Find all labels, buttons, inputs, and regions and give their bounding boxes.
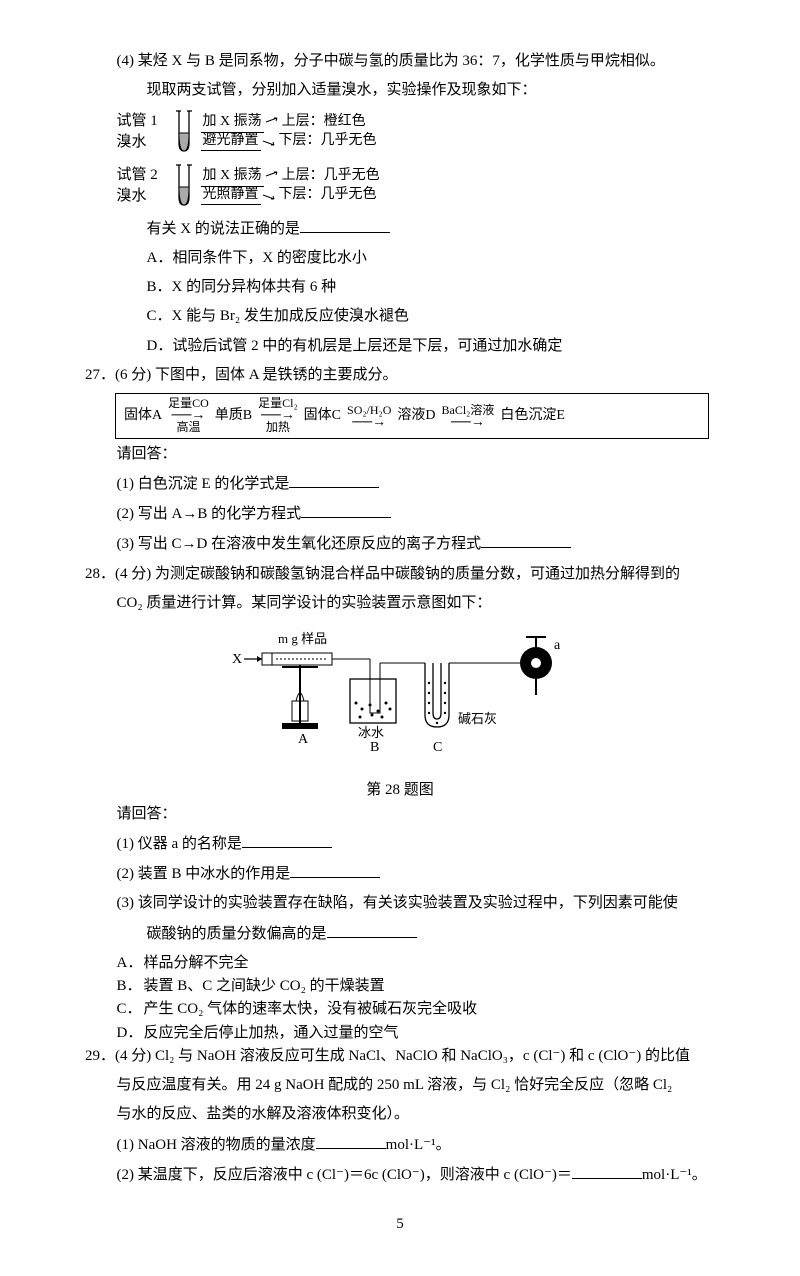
q26-tube1: 试管 1 溴水 加 X 振荡 上层：橙红色 避光静置 下层：几乎无色	[117, 109, 716, 209]
flow-node-E: 白色沉淀E	[498, 405, 567, 427]
tube2-label2: 溴水	[117, 186, 173, 207]
q28-header2: CO₂ 质量进行计算。某同学设计的实验装置示意图如下：	[85, 592, 715, 615]
q28-optA-text: 样品分解不完全	[144, 952, 249, 975]
q28-optB-text: 装置 B、C 之间缺少 CO₂ 的干燥装置	[144, 975, 385, 998]
fig-label-B: B	[370, 740, 379, 755]
q28-header1: 28．(4 分) 为测定碳酸钠和碳酸氢钠混合样品中碳酸钠的质量分数，可通过加热分…	[85, 563, 715, 586]
blank-field[interactable]	[572, 1163, 642, 1179]
q26-4-line2: 现取两支试管，分别加入适量溴水，实验操作及现象如下：	[85, 79, 715, 102]
flow-arrow-1: 足量CO──→高温	[164, 397, 213, 435]
tube1-label2: 溴水	[117, 132, 173, 153]
tube2-step2: 光照静置	[201, 186, 261, 206]
fig-label-C: C	[433, 740, 442, 755]
q26-4-ask: 有关 X 的说法正确的是	[85, 217, 715, 241]
q26-optB: B．X 的同分异构体共有 6 种	[85, 276, 715, 299]
flow-node-C: 固体C	[302, 405, 343, 427]
tube1-label1: 试管 1	[117, 111, 173, 132]
arrow-split-icon	[265, 170, 281, 182]
q28-optC-label: C．	[117, 998, 144, 1021]
q29-header3: 与水的反应、盐类的水解及溶液体积变化）。	[85, 1103, 715, 1126]
flow-node-B: 单质B	[213, 405, 254, 427]
test-tube-icon	[173, 109, 195, 155]
flow-arrow-3: SO₂/H₂O──→	[343, 404, 395, 428]
q28-optA-label: A．	[117, 952, 144, 975]
flow-arrow-4: BaCl₂溶液──→	[438, 404, 499, 428]
arrow-split-icon	[265, 116, 281, 128]
blank-field[interactable]	[300, 217, 390, 233]
q28-apparatus-figure: X m g 样品 A	[85, 623, 715, 771]
q26-4-line1: (4) 某烃 X 与 B 是同系物，分子中碳与氢的质量比为 36：7，化学性质与…	[85, 50, 715, 73]
arrow-split-icon	[262, 189, 278, 201]
tube2-out1: 上层：几乎无色	[282, 167, 380, 186]
blank-field[interactable]	[289, 472, 379, 488]
fig-label-X: X	[232, 652, 242, 667]
arrow-split-icon	[262, 135, 278, 147]
tube1-step1: 加 X 振荡	[201, 113, 264, 133]
fig-label-ice: 冰水	[358, 725, 384, 740]
tube1-out1: 上层：橙红色	[282, 113, 366, 132]
test-tube-icon	[173, 163, 195, 209]
q28-optD-label: D．	[117, 1022, 144, 1045]
q28-optD-text: 反应完全后停止加热，通入过量的空气	[144, 1022, 399, 1045]
q27-ask: 请回答：	[85, 443, 715, 466]
q29-p2: (2) 某温度下，反应后溶液中 c (Cl⁻)＝6c (ClO⁻)，则溶液中 c…	[85, 1163, 715, 1187]
q26-optC: C．X 能与 Br₂ 发生加成反应使溴水褪色	[85, 305, 715, 328]
fig-label-sample: m g 样品	[278, 631, 327, 646]
flow-node-A: 固体A	[122, 405, 164, 427]
flow-node-D: 溶液D	[395, 405, 437, 427]
q27-p3: (3) 写出 C→D 在溶液中发生氧化还原反应的离子方程式	[85, 532, 715, 556]
q29-header1: 29．(4 分) Cl₂ 与 NaOH 溶液反应可生成 NaCl、NaClO 和…	[85, 1045, 715, 1068]
q28-optC-text: 产生 CO₂ 气体的速率太快，没有被碱石灰完全吸收	[144, 998, 478, 1021]
blank-field[interactable]	[316, 1133, 386, 1149]
blank-field[interactable]	[301, 502, 391, 518]
tube1-step2: 避光静置	[201, 132, 261, 152]
q28-options: A．样品分解不完全 B．装置 B、C 之间缺少 CO₂ 的干燥装置 C．产生 C…	[117, 952, 716, 1045]
q28-p3-2: 碳酸钠的质量分数偏高的是	[85, 922, 715, 946]
q29-p1: (1) NaOH 溶液的物质的量浓度mol·L⁻¹。	[85, 1133, 715, 1157]
tube2-out2: 下层：几乎无色	[279, 186, 377, 205]
exam-page: (4) 某烃 X 与 B 是同系物，分子中碳与氢的质量比为 36：7，化学性质与…	[0, 0, 800, 1276]
tube2-step1: 加 X 振荡	[201, 167, 264, 187]
q27-header: 27．(6 分) 下图中，固体 A 是铁锈的主要成分。	[85, 364, 715, 387]
q27-flow-diagram: 固体A 足量CO──→高温 单质B 足量Cl₂──→加热 固体C SO₂/H₂O…	[115, 393, 709, 439]
q26-optD: D．试验后试管 2 中的有机层是上层还是下层，可通过加水确定	[85, 335, 715, 358]
blank-field[interactable]	[327, 922, 417, 938]
q28-caption: 第 28 题图	[85, 779, 715, 802]
fig-label-lime: 碱石灰	[458, 711, 497, 726]
q28-p3-1: (3) 该同学设计的实验装置存在缺陷，有关该实验装置及实验过程中，下列因素可能使	[85, 892, 715, 915]
fig-label-a: a	[554, 638, 561, 653]
flow-arrow-2: 足量Cl₂──→加热	[254, 397, 302, 435]
q28-p1: (1) 仪器 a 的名称是	[85, 832, 715, 856]
q28-ask: 请回答：	[85, 803, 715, 826]
q29-header2: 与反应温度有关。用 24 g NaOH 配成的 250 mL 溶液，与 Cl₂ …	[85, 1074, 715, 1097]
tube2-label1: 试管 2	[117, 165, 173, 186]
page-number: 5	[85, 1213, 715, 1236]
blank-field[interactable]	[290, 862, 380, 878]
q28-optB-label: B．	[117, 975, 144, 998]
fig-label-A: A	[298, 732, 309, 747]
q27-p2: (2) 写出 A→B 的化学方程式	[85, 502, 715, 526]
tube1-out2: 下层：几乎无色	[279, 132, 377, 151]
q28-p2: (2) 装置 B 中冰水的作用是	[85, 862, 715, 886]
blank-field[interactable]	[242, 832, 332, 848]
q26-optA: A．相同条件下，X 的密度比水小	[85, 247, 715, 270]
blank-field[interactable]	[481, 532, 571, 548]
q27-p1: (1) 白色沉淀 E 的化学式是	[85, 472, 715, 496]
